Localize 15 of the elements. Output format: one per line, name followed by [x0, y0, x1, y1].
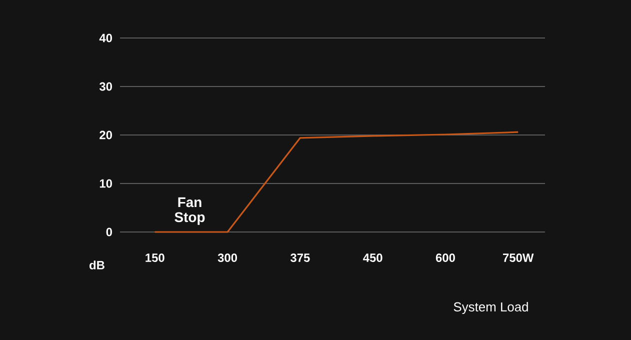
- annotation: Fan Stop: [174, 197, 205, 225]
- x-tick-label: 150: [146, 254, 164, 262]
- x-tick-label: 600: [436, 254, 455, 262]
- x-tick-label: 300: [218, 254, 237, 262]
- x-axis-title: System Load: [454, 302, 528, 314]
- x-tick-label: 750W: [503, 254, 534, 262]
- y-tick-label: 20: [100, 130, 112, 140]
- y-tick-label: 30: [99, 82, 112, 91]
- y-tick-label: 40: [99, 34, 112, 42]
- x-tick-label: 375: [290, 254, 310, 262]
- y-tick-label: 0: [106, 228, 112, 236]
- x-tick-label: 450: [363, 254, 382, 262]
- y-tick-label: 10: [100, 179, 112, 188]
- y-axis-title: dB: [90, 260, 104, 270]
- line-series: [154, 131, 519, 233]
